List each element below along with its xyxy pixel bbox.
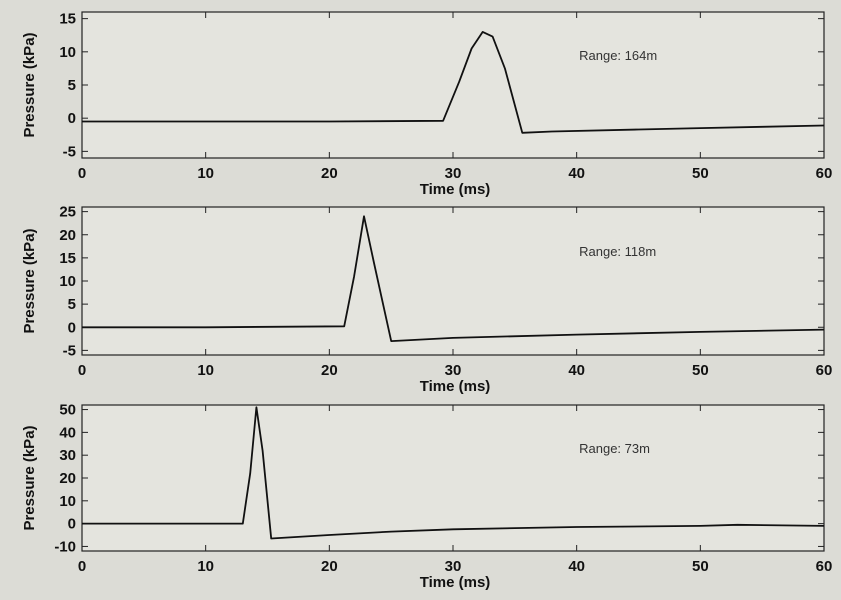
y-axis-label: Pressure (kPa) [21,228,38,333]
x-axis-label: Time (ms) [420,574,491,591]
y-tick-label: 50 [59,402,76,419]
y-tick-label: 30 [59,447,76,464]
x-tick-label: 30 [445,558,462,575]
plot-area [81,11,825,159]
pressure-series-line [82,406,825,540]
pressure-series-line [82,215,825,343]
y-tick-label: 40 [59,424,76,441]
x-axis-label: Time (ms) [420,181,491,198]
x-tick-label: 40 [568,165,585,182]
range-annotation: Range: 73m [579,441,650,456]
x-tick-label: 50 [692,165,709,182]
x-tick-label: 30 [445,362,462,379]
y-tick-label: 0 [68,319,76,336]
y-tick-label: 0 [68,110,76,127]
range-annotation: Range: 118m [579,244,656,259]
y-tick-label: 15 [59,250,76,267]
x-tick-label: 10 [197,558,214,575]
x-axis-label: Time (ms) [420,378,491,395]
x-tick-label: 10 [197,362,214,379]
x-tick-label: 20 [321,362,338,379]
y-tick-label: 15 [59,11,76,28]
y-tick-label: 10 [59,273,76,290]
y-tick-label: 10 [59,44,76,61]
x-tick-label: 50 [692,362,709,379]
y-tick-label: -10 [54,538,76,555]
y-tick-label: -5 [63,143,76,160]
y-tick-label: 5 [68,296,76,313]
x-tick-label: 20 [321,165,338,182]
y-tick-label: 5 [68,77,76,94]
y-tick-label: 20 [59,227,76,244]
pressure-series-line [82,30,825,134]
range-annotation: Range: 164m [579,48,657,63]
y-axis-label: Pressure (kPa) [21,32,38,137]
plot-area [81,206,825,356]
x-tick-label: 20 [321,558,338,575]
y-tick-label: 25 [59,204,76,221]
y-tick-label: 20 [59,470,76,487]
x-tick-label: 60 [816,165,833,182]
x-tick-label: 10 [197,165,214,182]
x-tick-label: 60 [816,558,833,575]
y-axis-label: Pressure (kPa) [21,425,38,530]
y-tick-label: 10 [59,493,76,510]
x-tick-label: 40 [568,558,585,575]
x-tick-label: 0 [78,165,86,182]
y-tick-label: -5 [63,342,76,359]
x-tick-label: 60 [816,362,833,379]
x-tick-label: 50 [692,558,709,575]
x-tick-label: 40 [568,362,585,379]
y-tick-label: 0 [68,516,76,533]
x-tick-label: 0 [78,558,86,575]
x-tick-label: 0 [78,362,86,379]
x-tick-label: 30 [445,165,462,182]
